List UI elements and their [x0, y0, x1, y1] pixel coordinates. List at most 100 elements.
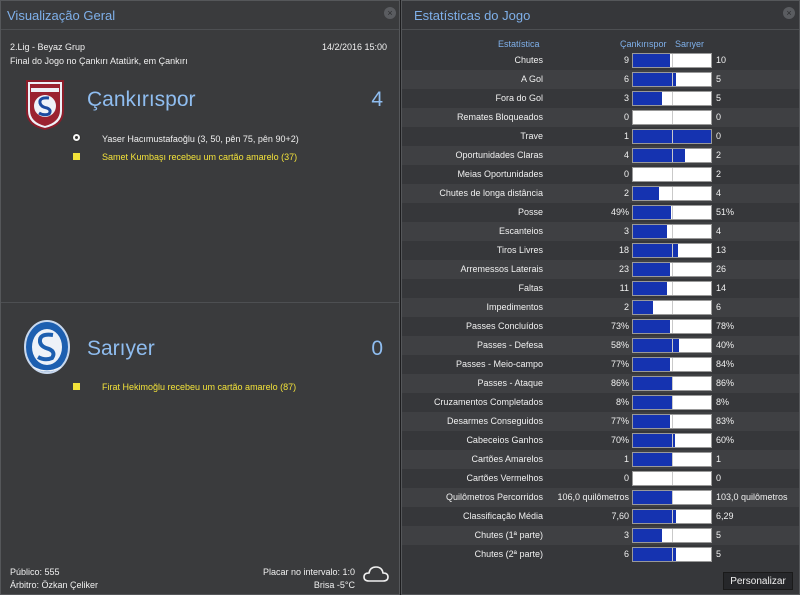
stat-label: Chutes (2ª parte) [474, 549, 543, 559]
stat-away-value: 4 [716, 226, 722, 236]
customize-button[interactable]: Personalizar [723, 572, 793, 590]
stat-row: Faltas 11 14 [402, 279, 799, 298]
stat-column-header[interactable]: Estatística [498, 39, 540, 49]
stat-home-value: 2 [623, 188, 629, 198]
overview-title: Visualização Geral [7, 8, 116, 23]
stat-midline [672, 282, 673, 295]
stat-midline [672, 491, 673, 504]
stat-midline [672, 168, 673, 181]
stat-midline [672, 73, 673, 86]
stat-home-value: 23 [618, 264, 629, 274]
stat-home-fill [633, 453, 672, 466]
away-card-event: Firat Hekimoğlu recebeu um cartão amarel… [102, 382, 297, 392]
yellow-card-icon [73, 383, 80, 390]
stat-comparison-bar [632, 357, 712, 372]
stat-away-value: 86% [716, 378, 735, 388]
stat-comparison-bar [632, 490, 712, 505]
home-goal-event: Yaser Hacımustafaoğlu (3, 50, pên 75, pê… [102, 134, 299, 144]
stat-row: Passes Concluídos 73% 78% [402, 317, 799, 336]
stat-midline [672, 92, 673, 105]
stat-label: Cabeceios Ganhos [466, 435, 543, 445]
stat-home-fill [633, 320, 670, 333]
stat-midline [672, 54, 673, 67]
away-team-name[interactable]: Sarıyer [87, 337, 155, 360]
stat-home-fill [633, 491, 673, 504]
stat-label: Remates Bloqueados [456, 112, 543, 122]
stat-home-value: 2 [623, 302, 629, 312]
stat-row: Chutes (2ª parte) 6 5 [402, 545, 799, 564]
stat-label: Passes - Defesa [476, 340, 543, 350]
stat-label: Passes Concluídos [465, 321, 543, 331]
stat-midline [672, 510, 673, 523]
stat-home-value: 6 [623, 74, 629, 84]
stat-midline [672, 206, 673, 219]
stat-comparison-bar [632, 110, 712, 125]
stat-row: Classificação Média 7,60 6,29 [402, 507, 799, 526]
stat-home-value: 58% [610, 340, 629, 350]
stat-row: Escanteios 3 4 [402, 222, 799, 241]
stat-home-value: 4 [623, 150, 629, 160]
team-divider [1, 302, 399, 303]
stat-away-value: 2 [716, 169, 722, 179]
stat-away-value: 84% [716, 359, 735, 369]
stat-away-value: 4 [716, 188, 722, 198]
stat-comparison-bar [632, 72, 712, 87]
stat-comparison-bar [632, 53, 712, 68]
stat-home-value: 73% [610, 321, 629, 331]
stats-title: Estatísticas do Jogo [414, 8, 531, 23]
stat-away-value: 26 [716, 264, 727, 274]
home-team-name[interactable]: Çankırıspor [87, 88, 196, 111]
stat-label: Escanteios [498, 226, 543, 236]
stat-home-value: 3 [623, 530, 629, 540]
stat-home-fill [633, 244, 678, 257]
stat-row: Cartões Amarelos 1 1 [402, 450, 799, 469]
stat-row: Trave 1 0 [402, 127, 799, 146]
cloud-icon [363, 564, 389, 584]
home-column-header[interactable]: Çankırıspor [620, 39, 667, 49]
stat-away-value: 103,0 quilômetros [716, 492, 788, 502]
stat-row: A Gol 6 5 [402, 70, 799, 89]
away-team-crest[interactable] [23, 319, 71, 375]
stat-comparison-bar [632, 262, 712, 277]
weather-label: Brisa -5°C [313, 580, 355, 590]
stat-label: Posse [517, 207, 543, 217]
stat-label: Desarmes Conseguidos [446, 416, 543, 426]
away-column-header[interactable]: Sarıyer [675, 39, 705, 49]
stat-home-value: 86% [610, 378, 629, 388]
referee-label[interactable]: Árbitro: Özkan Çeliker [10, 580, 99, 590]
venue-label: Final do Jogo no Çankırı Atatürk, em Çan… [10, 56, 188, 66]
stat-home-value: 11 [619, 283, 629, 293]
stat-row: Meias Oportunidades 0 2 [402, 165, 799, 184]
stat-home-value: 3 [623, 93, 629, 103]
stat-away-value: 83% [716, 416, 735, 426]
stat-comparison-bar [632, 338, 712, 353]
match-datetime: 14/2/2016 15:00 [321, 42, 387, 52]
stat-midline [672, 339, 673, 352]
stat-label: Faltas [518, 283, 543, 293]
stat-home-fill [633, 301, 653, 314]
stats-panel: Estatísticas do Jogo × Estatística Çankı… [401, 0, 800, 595]
stat-comparison-bar [632, 547, 712, 562]
stat-home-value: 3 [623, 226, 629, 236]
stat-label: Chutes de longa distância [439, 188, 543, 198]
close-icon[interactable]: × [384, 7, 396, 19]
home-team-score: 4 [371, 88, 383, 111]
stat-away-value: 0 [716, 131, 722, 141]
stat-comparison-bar [632, 167, 712, 182]
stat-home-fill [633, 548, 676, 561]
stat-row: Oportunidades Claras 4 2 [402, 146, 799, 165]
stat-away-value: 1 [716, 454, 722, 464]
stat-midline [672, 301, 673, 314]
stat-midline [672, 187, 673, 200]
stat-home-value: 7,60 [611, 511, 629, 521]
stat-home-fill [633, 415, 670, 428]
stat-home-fill [633, 396, 672, 409]
stat-away-value: 5 [716, 549, 722, 559]
stat-midline [672, 244, 673, 257]
stat-comparison-bar [632, 376, 712, 391]
close-icon[interactable]: × [783, 7, 795, 19]
stat-away-value: 13 [716, 245, 727, 255]
home-team-crest[interactable] [25, 79, 65, 131]
stat-label: A Gol [520, 74, 543, 84]
stat-away-value: 60% [716, 435, 735, 445]
